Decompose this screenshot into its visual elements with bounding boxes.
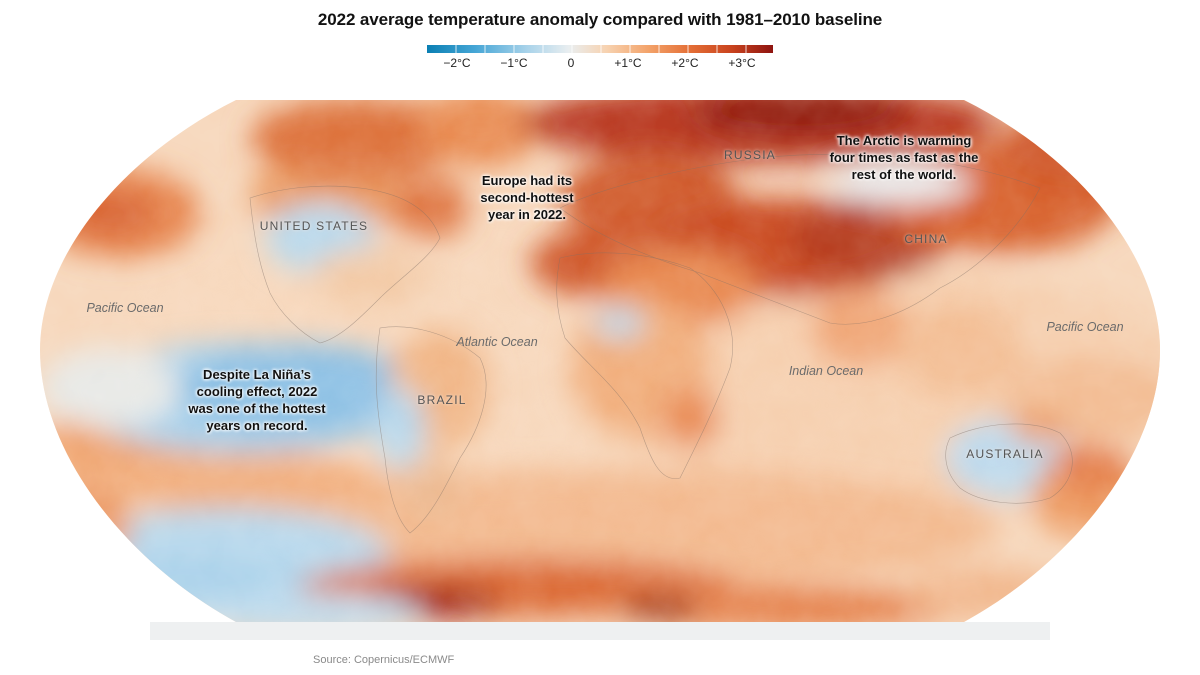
label-atlantic-ocean: Atlantic Ocean (456, 335, 538, 349)
map-title: 2022 average temperature anomaly compare… (317, 10, 883, 29)
annotation-la-nina: Despite La Niña’s cooling effect, 2022 w… (188, 367, 326, 433)
world-map-svg (40, 100, 1160, 640)
legend-tick-minus2: −2°C (443, 56, 471, 70)
label-pacific-ocean-west: Pacific Ocean (86, 301, 164, 315)
legend-tick-plus1: +1°C (614, 56, 642, 70)
label-russia: RUSSIA (724, 148, 776, 162)
color-legend: −2°C −1°C 0 +1°C +2°C +3°C (425, 42, 775, 74)
label-china: CHINA (904, 232, 948, 246)
label-australia: AUSTRALIA (966, 447, 1044, 461)
legend-tick-minus1: −1°C (500, 56, 528, 70)
annotation-europe: Europe had its second-hottest year in 20… (480, 173, 574, 222)
legend-color-bar (427, 45, 773, 53)
source-credit: Source: Copernicus/ECMWF (313, 654, 455, 666)
label-united-states: UNITED STATES (259, 219, 369, 233)
antarctic-ice-strip (150, 622, 1050, 640)
legend-tick-plus2: +2°C (671, 56, 699, 70)
label-brazil: BRAZIL (417, 393, 467, 407)
label-pacific-ocean-east: Pacific Ocean (1046, 320, 1124, 334)
world-map: UNITED STATES RUSSIA CHINA BRAZIL AUSTRA… (0, 88, 1200, 648)
annotation-arctic: The Arctic is warming four times as fast… (829, 133, 979, 182)
label-indian-ocean: Indian Ocean (788, 364, 864, 378)
legend-tick-zero: 0 (567, 56, 575, 70)
legend-tick-plus3: +3°C (728, 56, 756, 70)
